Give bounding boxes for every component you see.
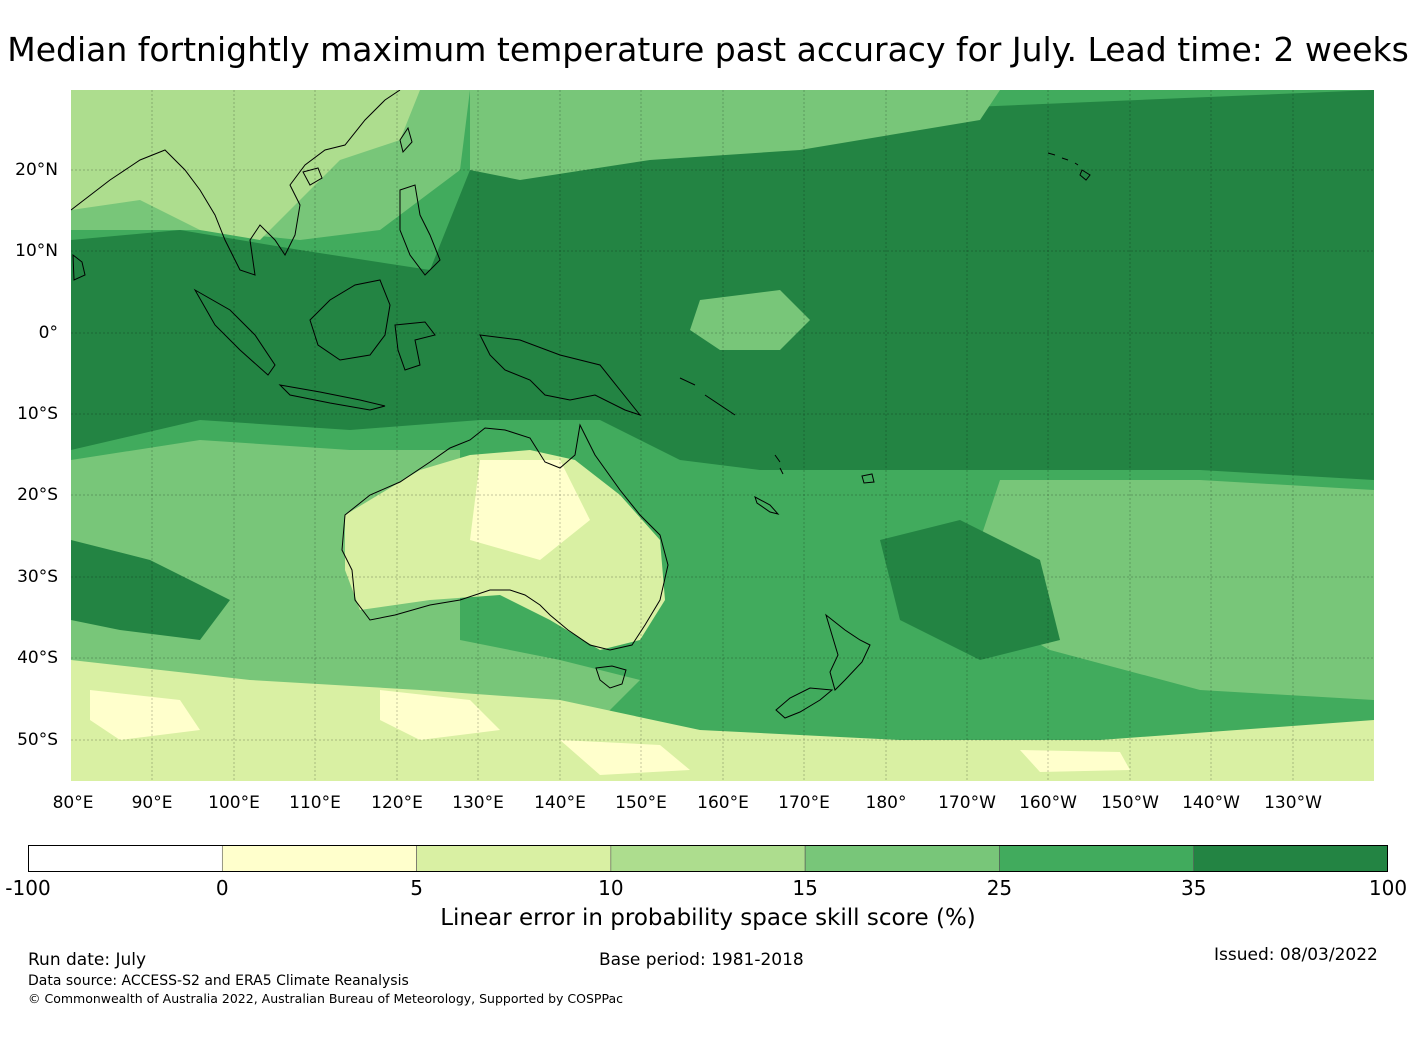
indian-ocean-high-skill-region bbox=[71, 540, 230, 640]
new-zealand-north-coastline bbox=[825, 613, 871, 691]
new-zealand-south-coastline bbox=[775, 687, 834, 719]
colorbar-segment bbox=[999, 845, 1195, 872]
vanuatu-coastline bbox=[774, 454, 784, 475]
colorbar-segment bbox=[28, 845, 223, 872]
lon-label-90e: 90°E bbox=[131, 793, 173, 813]
coastlines bbox=[71, 90, 1091, 719]
colorbar-segment bbox=[1193, 845, 1388, 872]
lat-label-10s: 10°S bbox=[17, 404, 58, 424]
base-period: Base period: 1981-2018 bbox=[599, 950, 804, 970]
central-australia-lowest-patch bbox=[470, 460, 590, 560]
colorbar-tick-label: 0 bbox=[215, 876, 229, 900]
lon-label-170e: 170°E bbox=[778, 793, 830, 813]
lon-label-180: 180° bbox=[865, 793, 907, 813]
colorbar-segment bbox=[416, 845, 612, 872]
copyright-notice: © Commonwealth of Australia 2022, Austra… bbox=[28, 991, 623, 1006]
colorbar-tick-label: 25 bbox=[986, 876, 1013, 900]
graticule bbox=[71, 90, 1374, 781]
sri-lanka-coastline bbox=[72, 253, 86, 281]
borneo-coastline bbox=[309, 279, 391, 361]
tropical-high-skill-region bbox=[71, 90, 1374, 480]
lon-label-100e: 100°E bbox=[208, 793, 260, 813]
colorbar-tick-label: 100 bbox=[1368, 876, 1408, 900]
hawaii-coastline bbox=[1047, 152, 1091, 181]
lat-label-20s: 20°S bbox=[17, 485, 58, 505]
north-central-moderate-band bbox=[470, 90, 1000, 180]
lon-label-120e: 120°E bbox=[371, 793, 423, 813]
asia-low-skill-region bbox=[71, 90, 420, 240]
lon-label-150e: 150°E bbox=[615, 793, 667, 813]
colorbar-outline bbox=[28, 845, 1388, 872]
run-date: Run date: July bbox=[28, 950, 147, 970]
south-pacific-moderate-region bbox=[960, 480, 1374, 700]
new-caledonia-coastline bbox=[754, 495, 780, 515]
fiji-coastline bbox=[861, 473, 875, 484]
sumatra-coastline bbox=[193, 288, 276, 376]
data-source: Data source: ACCESS-S2 and ERA5 Climate … bbox=[28, 973, 409, 989]
colorbar-tick-label: 5 bbox=[410, 876, 423, 900]
colorbar-segment bbox=[221, 845, 417, 872]
new-guinea-coastline bbox=[479, 334, 642, 417]
lon-label-160e: 160°E bbox=[697, 793, 749, 813]
tasmania-coastline bbox=[595, 665, 627, 689]
solomon-islands-coastline bbox=[679, 377, 736, 416]
equatorial-moderate-patch bbox=[690, 290, 810, 350]
lat-label-50s: 50°S bbox=[17, 730, 58, 750]
colorbar-tick-label: 35 bbox=[1180, 876, 1207, 900]
lon-label-130w: 130°W bbox=[1264, 793, 1322, 813]
colorbar-segment bbox=[610, 845, 806, 872]
colorbar-segment bbox=[804, 845, 1000, 872]
australia-coastline bbox=[341, 423, 669, 651]
lon-label-170w: 170°W bbox=[938, 793, 996, 813]
philippines-coastline bbox=[399, 184, 441, 276]
colorbar-tick-label: 10 bbox=[598, 876, 624, 900]
southern-ocean-lowest-patches bbox=[90, 690, 1130, 775]
java-coastline bbox=[278, 384, 386, 411]
tasman-high-skill-region bbox=[880, 520, 1060, 660]
map-title: Median fortnightly maximum temperature p… bbox=[7, 30, 1409, 69]
east-pacific-moderate-patch bbox=[1280, 520, 1374, 600]
lat-label-30s: 30°S bbox=[17, 567, 58, 587]
lon-label-80e: 80°E bbox=[52, 793, 94, 813]
colorbar-label: Linear error in probability space skill … bbox=[440, 905, 976, 931]
lat-label-20n: 20°N bbox=[15, 160, 58, 180]
taiwan-coastline bbox=[399, 126, 413, 154]
lon-label-130e: 130°E bbox=[452, 793, 504, 813]
issued-date: Issued: 08/03/2022 bbox=[1214, 945, 1378, 965]
lon-label-110e: 110°E bbox=[289, 793, 341, 813]
lon-label-140w: 140°W bbox=[1182, 793, 1240, 813]
colorbar-tick-label: -100 bbox=[5, 876, 51, 900]
lat-label-0: 0° bbox=[38, 323, 58, 343]
hainan-coastline bbox=[302, 167, 323, 186]
lon-label-140e: 140°E bbox=[534, 793, 586, 813]
asia-mainland-coastline bbox=[71, 90, 401, 276]
colorbar bbox=[28, 845, 1388, 872]
lat-label-10n: 10°N bbox=[15, 241, 58, 261]
sulawesi-coastline bbox=[394, 321, 436, 371]
lon-label-160w: 160°W bbox=[1019, 793, 1077, 813]
colorbar-tick-label: 15 bbox=[792, 876, 818, 900]
lat-label-40s: 40°S bbox=[17, 648, 58, 668]
lon-label-150w: 150°W bbox=[1101, 793, 1159, 813]
